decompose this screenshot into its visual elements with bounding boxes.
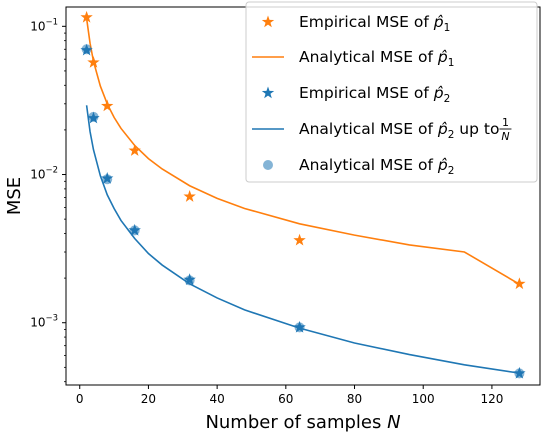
series-4-point <box>102 174 113 185</box>
series-0-point <box>87 56 100 68</box>
series-0-point <box>101 99 114 112</box>
y-tick-label: 10−1 <box>30 17 58 33</box>
x-tick-label: 0 <box>76 392 84 406</box>
series-line-3 <box>85 105 520 374</box>
series-4-point <box>514 368 525 379</box>
x-tick-label: 40 <box>209 392 224 406</box>
series-0-point <box>80 10 93 23</box>
series-line-1 <box>85 18 520 285</box>
series-0-point <box>183 190 196 202</box>
series-4-point <box>88 111 99 122</box>
x-tick-label: 60 <box>278 392 293 406</box>
plot-area <box>80 10 526 379</box>
series-0-point <box>128 144 141 156</box>
y-tick-label: 10−2 <box>30 166 58 182</box>
legend-fraction-numerator: 1 <box>502 116 509 129</box>
x-tick-label: 80 <box>347 392 362 406</box>
series-4-point <box>184 275 195 286</box>
legend-label: Empirical MSE of p̂2 <box>299 84 450 105</box>
legend-fraction-denominator: N <box>501 130 509 143</box>
legend-circle-marker <box>263 160 273 170</box>
legend-box <box>245 1 538 183</box>
legend: Empirical MSE of p̂1 Analytical MSE of p̂… <box>245 1 538 183</box>
legend-label: Analytical MSE of p̂1 <box>299 48 454 69</box>
series-0-point <box>293 233 306 246</box>
series-4-point <box>129 225 140 236</box>
legend-star-marker <box>261 86 275 99</box>
y-tick-label: 10−3 <box>30 314 58 330</box>
series-4-point <box>294 322 305 333</box>
x-axis-label: Number of samples N <box>205 412 400 433</box>
legend-label: Analytical MSE of p̂2 up to <box>299 120 499 141</box>
legend-star-marker <box>261 15 275 28</box>
y-axis-label: MSE <box>4 177 25 215</box>
x-tick-label: 120 <box>480 392 503 406</box>
axes: 0 20 40 60 80 100 120 10−3 10−2 10−1 Number of sam… <box>4 6 541 433</box>
legend-label: Empirical MSE of p̂1 <box>299 13 450 34</box>
legend-label: Analytical MSE of p̂2 <box>299 156 454 177</box>
x-tick-label: 20 <box>141 392 156 406</box>
x-tick-label: 100 <box>412 392 435 406</box>
series-4-point <box>81 44 92 55</box>
series-0-point <box>513 277 526 290</box>
